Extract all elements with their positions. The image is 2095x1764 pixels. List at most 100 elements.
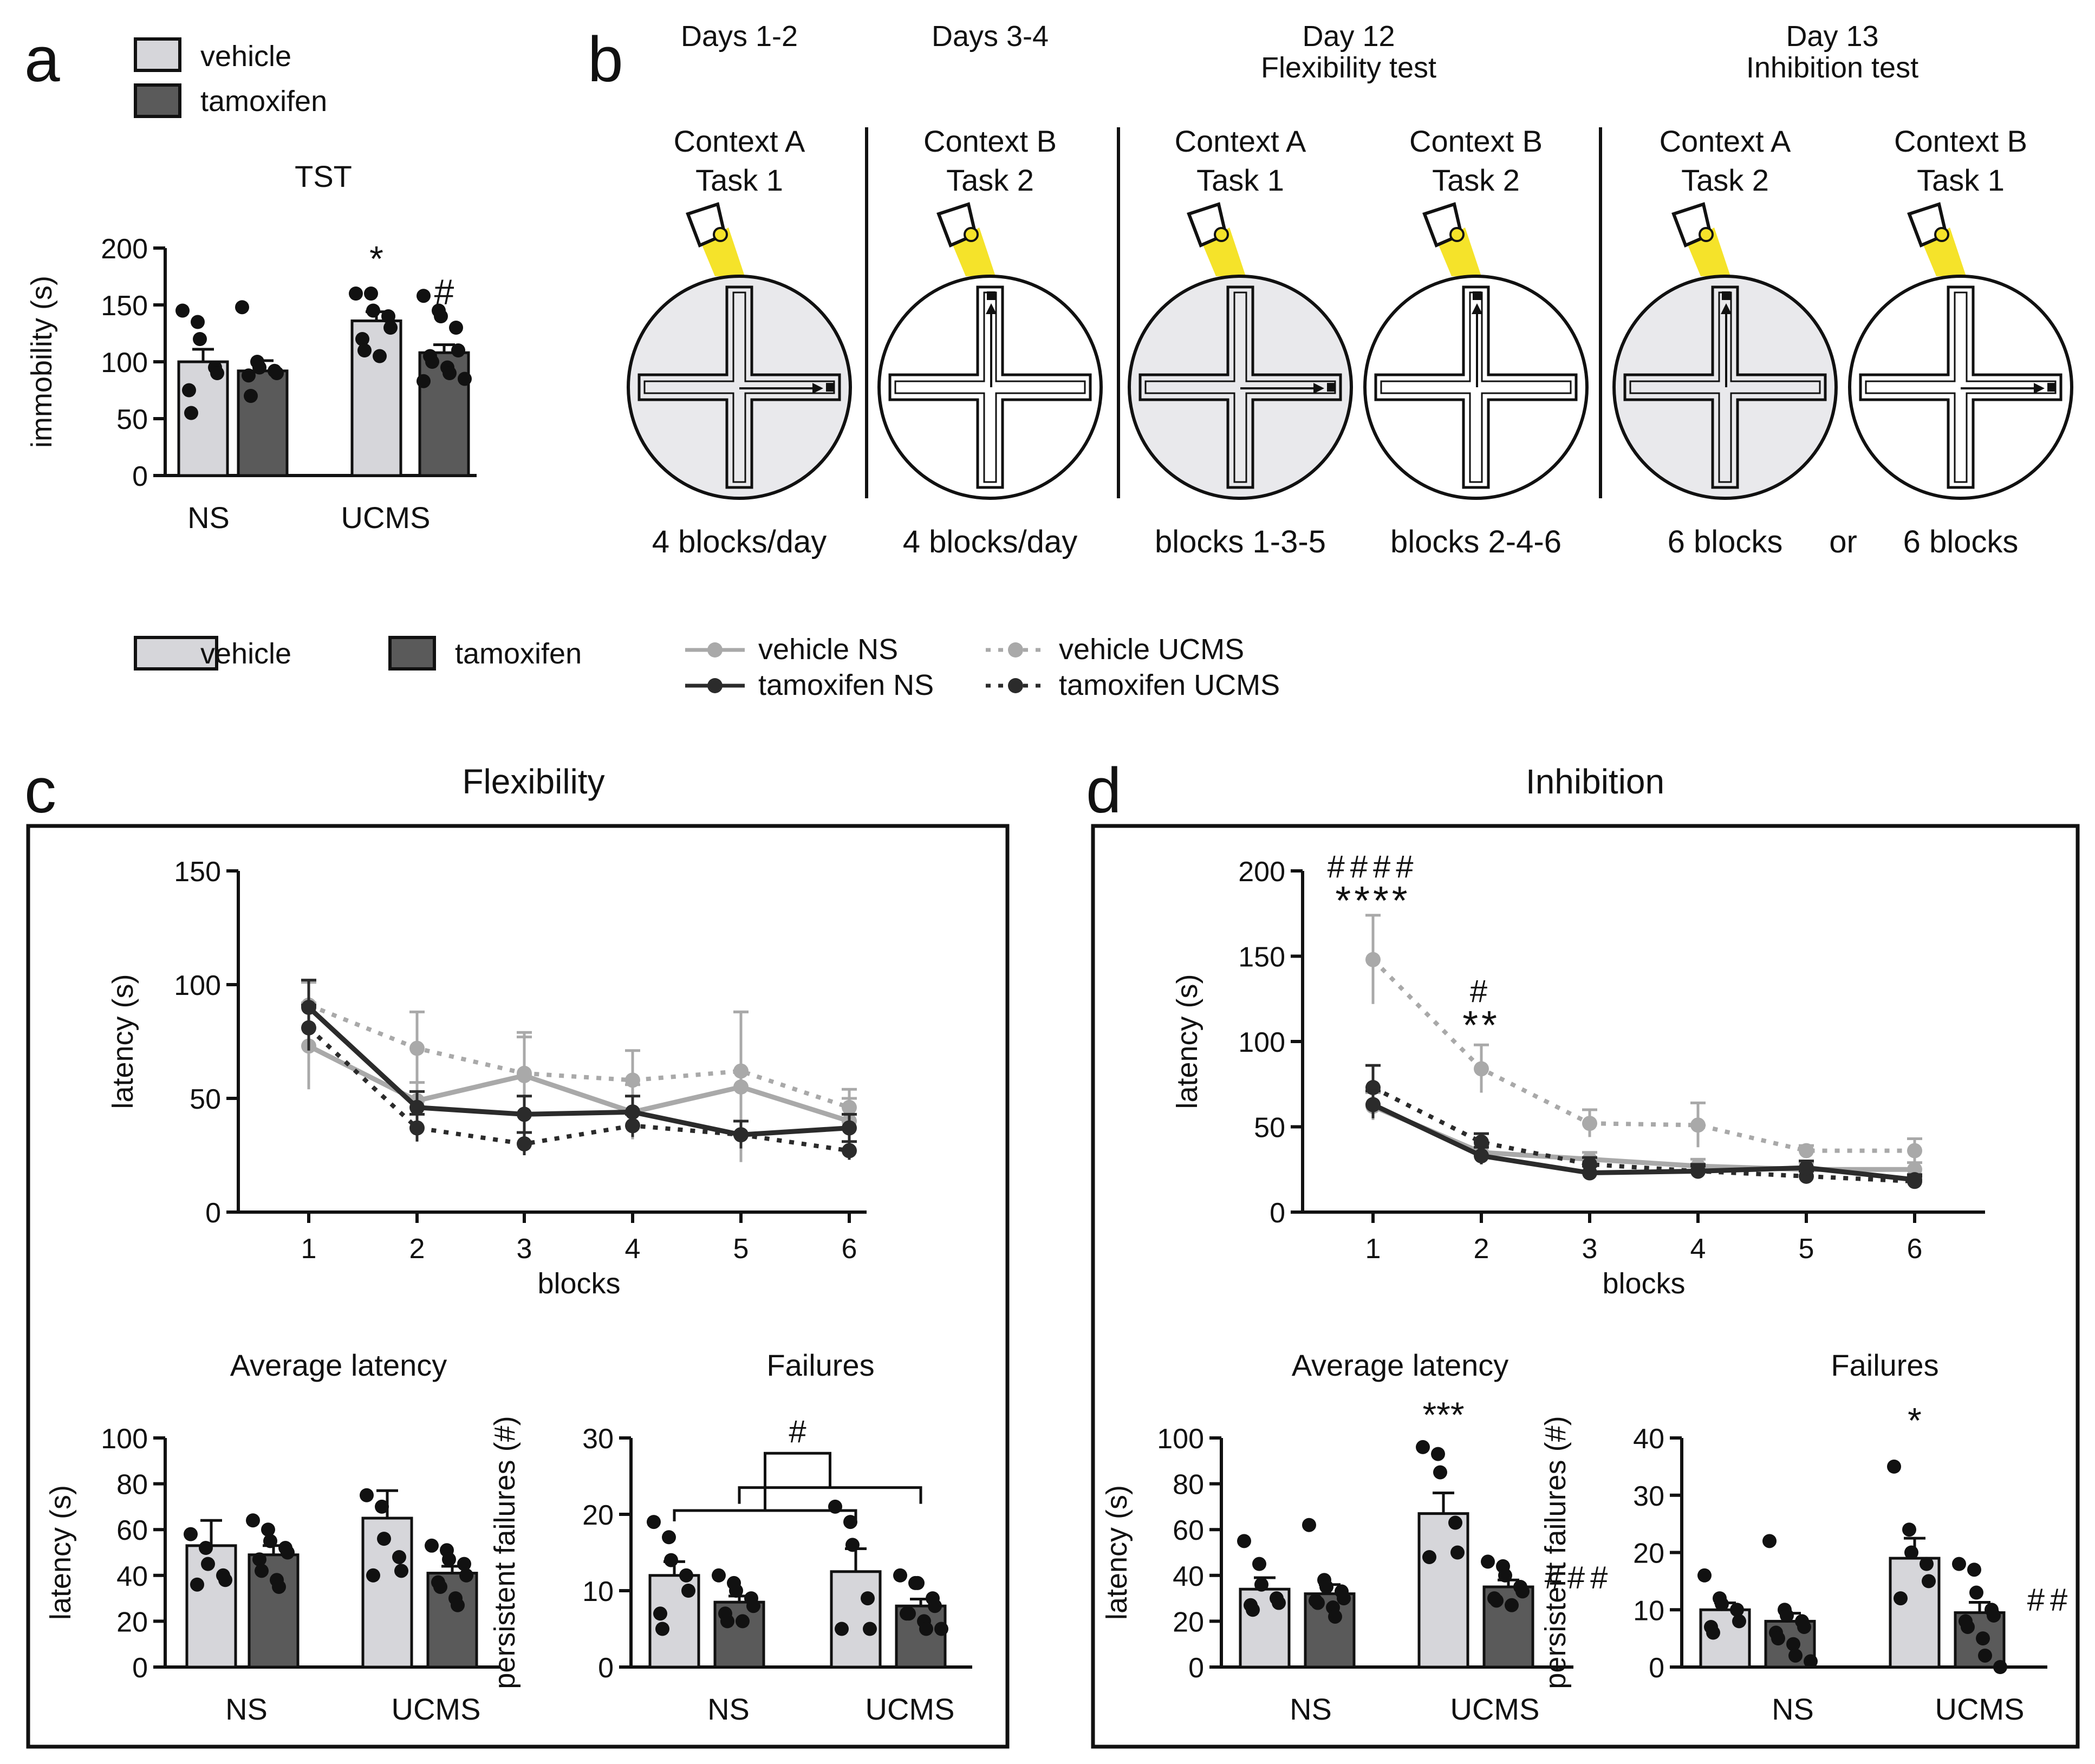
legend-marker-0 — [707, 642, 723, 658]
c_avg-title: Average latency — [230, 1348, 447, 1382]
a_tst-data-point — [364, 287, 378, 301]
c_avg-category-label: UCMS — [392, 1692, 481, 1726]
maze-1-task: Task 1 — [695, 163, 783, 197]
d_line-series-tamoxifen-NS — [1372, 1102, 1915, 1182]
a_tst-data-point — [191, 315, 205, 329]
d_fail-data-point — [1922, 1574, 1936, 1589]
c_fail-data-point — [662, 1530, 676, 1545]
legend-top-tamoxifen-label: tamoxifen — [200, 85, 327, 118]
d_avg-data-point — [1302, 1518, 1316, 1532]
c_fail-data-point — [720, 1614, 734, 1629]
d_line-x-tick-label: 4 — [1690, 1233, 1706, 1265]
c_line-marker — [517, 1136, 532, 1151]
maze-3-context: Context A — [1175, 124, 1306, 158]
d_avg-data-point — [1311, 1596, 1325, 1610]
d_line-annotation: ** — [1462, 1003, 1500, 1047]
c_avg-data-point — [375, 1499, 389, 1514]
schedule-dividers — [865, 127, 1602, 498]
c_avg-y-label: latency (s) — [44, 1485, 77, 1620]
c_fail-data-point — [910, 1576, 925, 1590]
legend-top-vehicle-swatch — [134, 37, 181, 72]
c_avg-category-label: NS — [225, 1692, 268, 1726]
c_line-x-tick-label: 3 — [517, 1233, 532, 1265]
d_fail-data-point — [1771, 1631, 1785, 1646]
phase-1-day: Days 1-2 — [681, 20, 798, 53]
c_fail-y-label: persistent failures (#) — [489, 1416, 521, 1689]
d_line-marker — [1582, 1165, 1597, 1181]
a_tst-data-point — [458, 372, 472, 386]
lamp-bulb-icon — [1699, 227, 1714, 242]
a_tst-category-label: NS — [187, 500, 230, 535]
maze-4-blocks: blocks 2-4-6 — [1390, 524, 1562, 559]
a_tst-data-point — [182, 383, 196, 398]
c_avg-y-tick-label: 60 — [116, 1515, 148, 1546]
d_fail-y-label: persistent failures (#) — [1539, 1416, 1572, 1689]
d_line-marker — [1365, 952, 1381, 967]
c_line-marker — [517, 1106, 532, 1122]
c_avg-data-point — [261, 1522, 275, 1537]
c_fail-data-point — [664, 1553, 678, 1567]
phase-2-day: Days 3-4 — [932, 20, 1049, 53]
d_fail-y-tick-label: 30 — [1633, 1481, 1664, 1512]
d_line-marker — [1799, 1143, 1814, 1158]
a_tst-annotation: * — [369, 239, 383, 279]
c_line-x-tick-label: 6 — [842, 1233, 857, 1265]
d_avg-annotation: ### — [1545, 1560, 1613, 1595]
c_fail-significance: # — [789, 1414, 806, 1449]
d_avg-data-point — [1505, 1598, 1519, 1612]
d_avg-category-label: UCMS — [1450, 1692, 1540, 1726]
c_fail-data-point — [863, 1622, 877, 1636]
d_line-marker — [1907, 1172, 1922, 1188]
d_line-y-label: latency (s) — [1171, 974, 1203, 1109]
d_avg-data-point — [1337, 1591, 1351, 1606]
d_fail-data-point — [1904, 1545, 1918, 1560]
c_line-marker — [625, 1104, 640, 1120]
c_avg-data-point — [184, 1527, 198, 1541]
c_fail-bar-vehicle-UCMS — [830, 1570, 882, 1669]
legend-top-tamoxifen-swatch — [134, 83, 181, 118]
c_fail-data-point — [902, 1606, 916, 1621]
c_fail-data-point — [679, 1568, 693, 1583]
maze-4-task: Task 2 — [1432, 163, 1520, 197]
a_tst-data-point — [184, 406, 198, 420]
maze-5-cross-inner — [1629, 291, 1821, 483]
c_avg-data-point — [263, 1534, 277, 1548]
d_fail-title: Failures — [1831, 1348, 1938, 1382]
d_line-series-vehicle-UCMS — [1371, 958, 1915, 1153]
c_avg-data-point — [459, 1568, 473, 1583]
d_fail-y-tick-label: 10 — [1633, 1595, 1664, 1626]
d_line-y-tick-label: 150 — [1238, 942, 1285, 973]
panel-c-title: Flexibility — [462, 762, 604, 801]
d_fail-data-point — [1804, 1654, 1818, 1669]
d_fail-data-point — [1887, 1459, 1901, 1474]
d_line-y-tick-label: 0 — [1270, 1197, 1285, 1229]
c_avg-data-point — [442, 1552, 456, 1567]
schedule-or-label: or — [1829, 524, 1857, 559]
maze-4-cross-inner — [1380, 291, 1572, 483]
arrow-head-icon — [1721, 303, 1732, 314]
legend-tamoxifen-swatch — [388, 636, 436, 671]
a_tst-data-point — [417, 374, 431, 388]
c_line-y-tick-label: 150 — [174, 856, 221, 888]
lamp-bulb-icon — [713, 227, 728, 242]
c_line-x-tick-label: 4 — [625, 1233, 641, 1265]
c_fail-data-point — [835, 1622, 849, 1636]
phase-3-sub: Flexibility test — [1261, 51, 1436, 84]
d_line-y-tick-label: 100 — [1238, 1027, 1285, 1058]
d_line-marker — [1690, 1117, 1706, 1133]
a_tst-data-point — [383, 321, 398, 335]
d_fail-data-point — [1978, 1648, 1992, 1663]
d_fail-data-point — [1706, 1625, 1720, 1640]
d_fail-category-label: NS — [1772, 1692, 1814, 1726]
c_avg-data-point — [377, 1532, 391, 1546]
d_fail-data-point — [1730, 1603, 1744, 1617]
c_fail-y-tick-label: 30 — [582, 1423, 614, 1455]
c_fail-category-label: UCMS — [866, 1692, 955, 1726]
maze-1-cross-inner — [643, 291, 835, 483]
maze-6-goal — [2047, 383, 2056, 392]
c_avg-data-point — [199, 1541, 213, 1555]
d_avg-data-point — [1319, 1579, 1333, 1594]
d_fail-data-point — [1697, 1568, 1712, 1583]
c_line-x-tick-label: 2 — [409, 1233, 425, 1265]
